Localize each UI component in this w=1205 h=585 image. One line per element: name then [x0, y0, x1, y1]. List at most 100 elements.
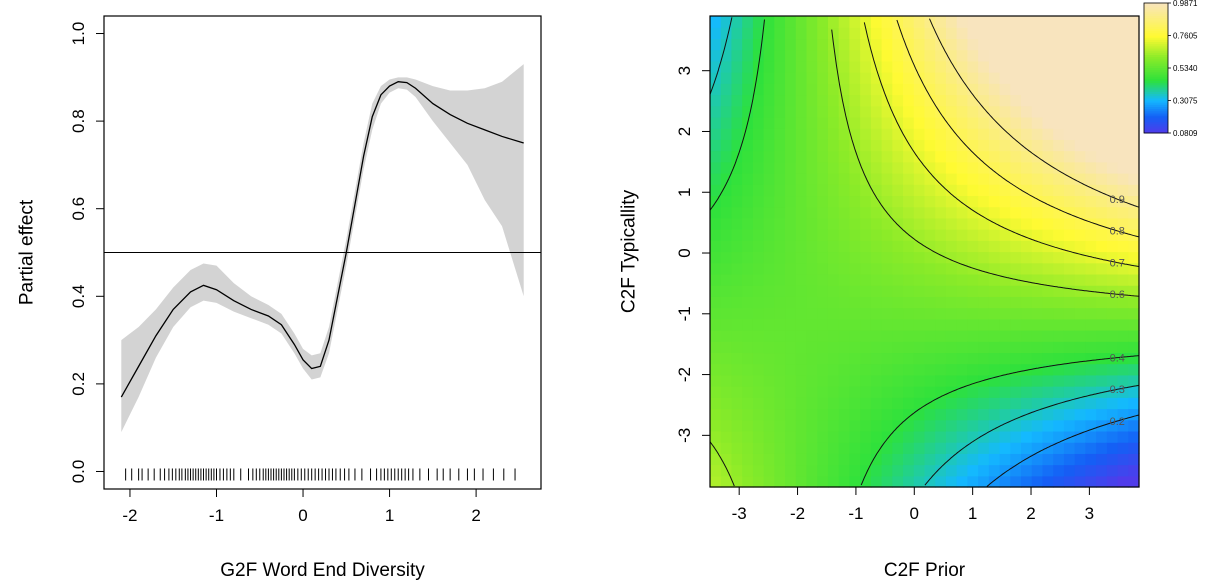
heatmap-cell — [1021, 442, 1033, 454]
heatmap-cell — [978, 83, 990, 96]
heatmap-cell — [988, 116, 1001, 129]
heatmap-cell — [892, 139, 904, 152]
heatmap-cell — [999, 139, 1011, 152]
heatmap-cell — [870, 430, 883, 443]
heatmap-cell — [903, 363, 915, 376]
heatmap-cell — [1117, 251, 1129, 264]
heatmap-cell — [1021, 330, 1033, 342]
heatmap-cell — [817, 307, 829, 320]
heatmap-cell — [1042, 16, 1054, 28]
heatmap-cell — [731, 330, 743, 342]
heatmap-cell — [817, 341, 829, 354]
heatmap-cell — [999, 16, 1011, 28]
heatmap-cell — [752, 150, 765, 163]
heatmap-cell — [1074, 251, 1086, 264]
heatmap-cell — [1021, 419, 1033, 432]
colorbar-swatch — [1144, 98, 1168, 101]
heatmap-cell — [892, 374, 904, 387]
heatmap-cell — [806, 430, 818, 443]
heatmap-cell — [903, 374, 915, 387]
heatmap-cell — [838, 374, 851, 387]
heatmap-cell — [827, 397, 840, 410]
heatmap-cell — [1010, 229, 1022, 241]
heatmap-cell — [1021, 139, 1033, 152]
heatmap-cell — [817, 72, 829, 84]
heatmap-cell — [1042, 273, 1054, 286]
heatmap-cell — [1042, 150, 1054, 163]
heatmap-cell — [978, 240, 990, 253]
heatmap-cell — [838, 27, 851, 40]
heatmap-cell — [892, 184, 904, 197]
heatmap-cell — [1042, 72, 1054, 84]
heatmap-cell — [1042, 83, 1054, 96]
heatmap-cell — [763, 195, 775, 208]
heatmap-cell — [1053, 217, 1065, 230]
heatmap-cell — [988, 363, 1001, 376]
colorbar-swatch — [1144, 120, 1168, 123]
heatmap-cell — [1096, 72, 1108, 84]
heatmap-cell — [742, 442, 754, 454]
heatmap-cell — [903, 217, 915, 230]
heatmap-cell — [1117, 285, 1129, 297]
heatmap-cell — [860, 217, 872, 230]
heatmap-cell — [849, 464, 861, 477]
heatmap-cell — [1021, 229, 1033, 241]
heatmap-cell — [903, 453, 915, 466]
heatmap-cell — [913, 240, 926, 253]
heatmap-cell — [817, 105, 829, 118]
colorbar-swatch — [1144, 20, 1168, 23]
heatmap-cell — [978, 475, 990, 488]
heatmap-cell — [988, 408, 1001, 421]
heatmap-cell — [720, 94, 733, 107]
heatmap-cell — [956, 195, 969, 208]
colorbar-swatch — [1144, 9, 1168, 13]
heatmap-cell — [1031, 296, 1044, 309]
heatmap-cell — [742, 83, 754, 96]
heatmap-cell — [795, 105, 808, 118]
colorbar-swatch — [1144, 117, 1168, 121]
heatmap-cell — [710, 442, 722, 454]
heatmap-cell — [1021, 195, 1033, 208]
heatmap-cell — [795, 285, 808, 297]
heatmap-cell — [1021, 251, 1033, 264]
heatmap-cell — [967, 94, 979, 107]
heatmap-cell — [967, 240, 979, 253]
heatmap-cell — [956, 363, 969, 376]
colorbar-swatch — [1144, 18, 1168, 21]
heatmap-cell — [1096, 27, 1108, 40]
heatmap-cell — [1117, 408, 1129, 421]
heatmap-cell — [860, 397, 872, 410]
heatmap-cell — [1010, 83, 1022, 96]
heatmap-cell — [924, 363, 936, 376]
heatmap-cell — [849, 206, 861, 219]
heatmap-cell — [956, 27, 969, 40]
heatmap-cell — [956, 206, 969, 219]
heatmap-cell — [720, 49, 733, 62]
heatmap-cell — [935, 285, 947, 297]
heatmap-cell — [795, 139, 808, 152]
heatmap-cell — [978, 105, 990, 118]
colorbar-swatch — [1144, 85, 1168, 88]
heatmap-cell — [870, 139, 883, 152]
heatmap-cell — [999, 27, 1011, 40]
heatmap-cell — [827, 72, 840, 84]
heatmap-cell — [774, 116, 786, 129]
heatmap-cell — [827, 49, 840, 62]
heatmap-cell — [967, 184, 979, 197]
heatmap-cell — [763, 49, 775, 62]
heatmap-cell — [870, 16, 883, 28]
heatmap-cell — [967, 83, 979, 96]
heatmap-cell — [892, 341, 904, 354]
heatmap-cell — [870, 128, 883, 140]
heatmap-cell — [999, 251, 1011, 264]
x-axis: -3 -2 -1 0 1 2 3 — [732, 487, 1094, 523]
heatmap-cell — [988, 296, 1001, 309]
heatmap-cell — [935, 262, 947, 275]
heatmap-cell — [1031, 397, 1044, 410]
heatmap-cell — [806, 374, 818, 387]
heatmap-cell — [752, 397, 765, 410]
heatmap-cell — [870, 27, 883, 40]
heatmap-cell — [1063, 173, 1076, 185]
heatmap-cell — [1042, 397, 1054, 410]
heatmap-cell — [806, 330, 818, 342]
